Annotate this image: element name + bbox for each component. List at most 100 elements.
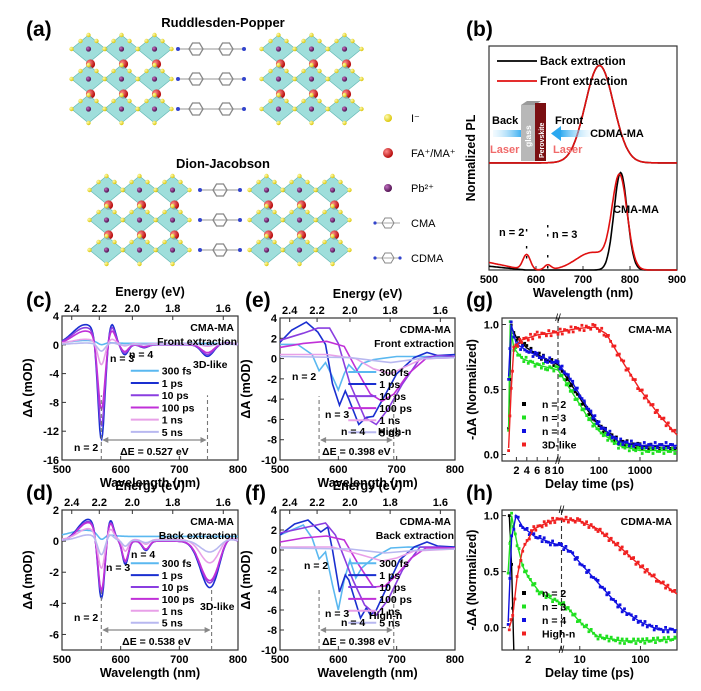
kinetics-data-point <box>625 637 629 641</box>
y-tick-label: 0 <box>271 354 277 366</box>
kinetics-data-point <box>513 597 517 601</box>
kinetics-data-point <box>634 446 638 450</box>
y-tick-label: -4 <box>267 585 278 597</box>
delta-e-label: ΔE = 0.538 eV <box>122 636 191 648</box>
kinetics-data-point <box>634 562 638 566</box>
kinetics-data-point <box>656 446 659 450</box>
nitrogen-atom <box>242 47 246 51</box>
kinetics-data-point <box>620 358 623 362</box>
lead-atom <box>296 217 303 223</box>
kinetics-data-point <box>550 366 554 370</box>
kinetics-data-point <box>605 593 609 597</box>
n4-label: n = 4 <box>341 617 365 629</box>
kinetics-data-point <box>571 389 575 392</box>
kinetics-data-point <box>555 543 559 547</box>
kinetics-data-point <box>612 598 615 601</box>
legend-sphere-icon <box>384 114 392 122</box>
kinetics-data-point <box>591 416 595 420</box>
y-tick-label: -2 <box>267 565 277 577</box>
top-x-tick-label: 2.4 <box>64 497 80 509</box>
kinetics-data-point <box>532 525 536 528</box>
kinetics-data-point <box>566 382 570 385</box>
lead-atom <box>85 106 92 112</box>
kinetics-data-point <box>515 544 519 548</box>
y-axis-label: ΔA (mOD) <box>21 358 35 417</box>
x-axis-label: Delay time (ps) <box>545 477 634 491</box>
kinetics-data-point <box>544 523 548 527</box>
iodide-atom <box>112 239 117 245</box>
kinetics-data-point <box>594 528 598 531</box>
kinetics-data-point <box>662 416 666 420</box>
inset-front-label: Front <box>555 115 583 127</box>
kinetics-data-point <box>524 336 528 340</box>
kinetics-data-point <box>540 540 544 543</box>
kinetics-data-point <box>582 329 586 332</box>
kinetics-data-point <box>648 623 651 627</box>
kinetics-data-point <box>645 394 648 398</box>
kinetics-data-point <box>549 543 552 547</box>
kinetics-data-point <box>517 336 520 339</box>
kinetics-data-point <box>603 587 606 591</box>
kinetics-data-point <box>601 531 604 535</box>
iodide-atom <box>119 92 124 98</box>
top-x-tick-label: 1.6 <box>433 497 448 509</box>
iodide-atom <box>119 62 124 68</box>
kinetics-data-point <box>553 521 557 524</box>
kinetics-data-point <box>647 640 651 643</box>
kinetics-data-point <box>575 397 579 401</box>
kinetics-data-point <box>632 448 635 452</box>
kinetics-data-point <box>593 414 597 418</box>
kinetics-data-point <box>554 359 558 363</box>
legend-label: 5 ns <box>162 427 183 439</box>
kinetics-data-point <box>627 612 631 616</box>
lead-atom <box>85 76 92 82</box>
kinetics-data-point <box>587 413 591 416</box>
legend-label: n = 3 <box>542 413 566 425</box>
lead-atom <box>308 106 315 112</box>
high-n-label: 3D-like <box>193 359 228 371</box>
kinetics-data-point <box>560 542 563 546</box>
kinetics-data-point <box>623 444 627 447</box>
kinetics-data-point <box>510 534 513 538</box>
iodide-atom <box>137 173 142 179</box>
kinetics-data-point <box>606 433 610 436</box>
iodide-atom <box>268 38 273 44</box>
kinetics-data-point <box>558 327 562 331</box>
x-tick-label: 8 <box>545 465 551 477</box>
condition-label: Back extraction <box>159 530 237 542</box>
kinetics-data-point <box>619 437 623 441</box>
nitrogen-atom <box>238 248 242 252</box>
kinetics-data-point <box>671 443 674 446</box>
kinetics-data-point <box>664 586 667 590</box>
kinetics-data-point <box>597 427 601 431</box>
kinetics-data-point <box>585 623 588 627</box>
kinetics-data-point <box>621 439 625 443</box>
iodide-atom <box>342 92 347 98</box>
legend-nitrogen-icon <box>398 256 402 260</box>
kinetics-data-point <box>623 446 627 450</box>
benzene-ring <box>188 42 204 56</box>
top-x-tick-label: 1.8 <box>165 497 180 509</box>
nitrogen-atom <box>242 107 246 111</box>
kinetics-data-point <box>629 613 633 617</box>
iodide-atom <box>247 187 252 193</box>
y-tick-label: -8 <box>267 435 277 447</box>
kinetics-data-point <box>642 444 646 448</box>
benzene-ring <box>218 72 234 86</box>
kinetics-data-point <box>529 332 532 336</box>
delta-e-arrowhead <box>102 437 109 443</box>
kinetics-data-point <box>571 551 575 555</box>
iodide-atom <box>120 217 125 223</box>
kinetics-data-point <box>652 636 655 640</box>
kinetics-data-point <box>642 446 646 450</box>
x-tick-label: 6 <box>534 465 540 477</box>
iodide-atom <box>104 261 109 267</box>
kinetics-data-point <box>542 592 546 596</box>
iodide-atom <box>322 209 327 215</box>
kinetics-data-point <box>606 438 610 442</box>
kinetics-data-point <box>535 351 539 355</box>
kinetics-data-point <box>658 415 661 418</box>
kinetics-data-point <box>560 369 564 373</box>
kinetics-data-point <box>508 414 512 418</box>
kinetics-data-point <box>631 378 635 381</box>
